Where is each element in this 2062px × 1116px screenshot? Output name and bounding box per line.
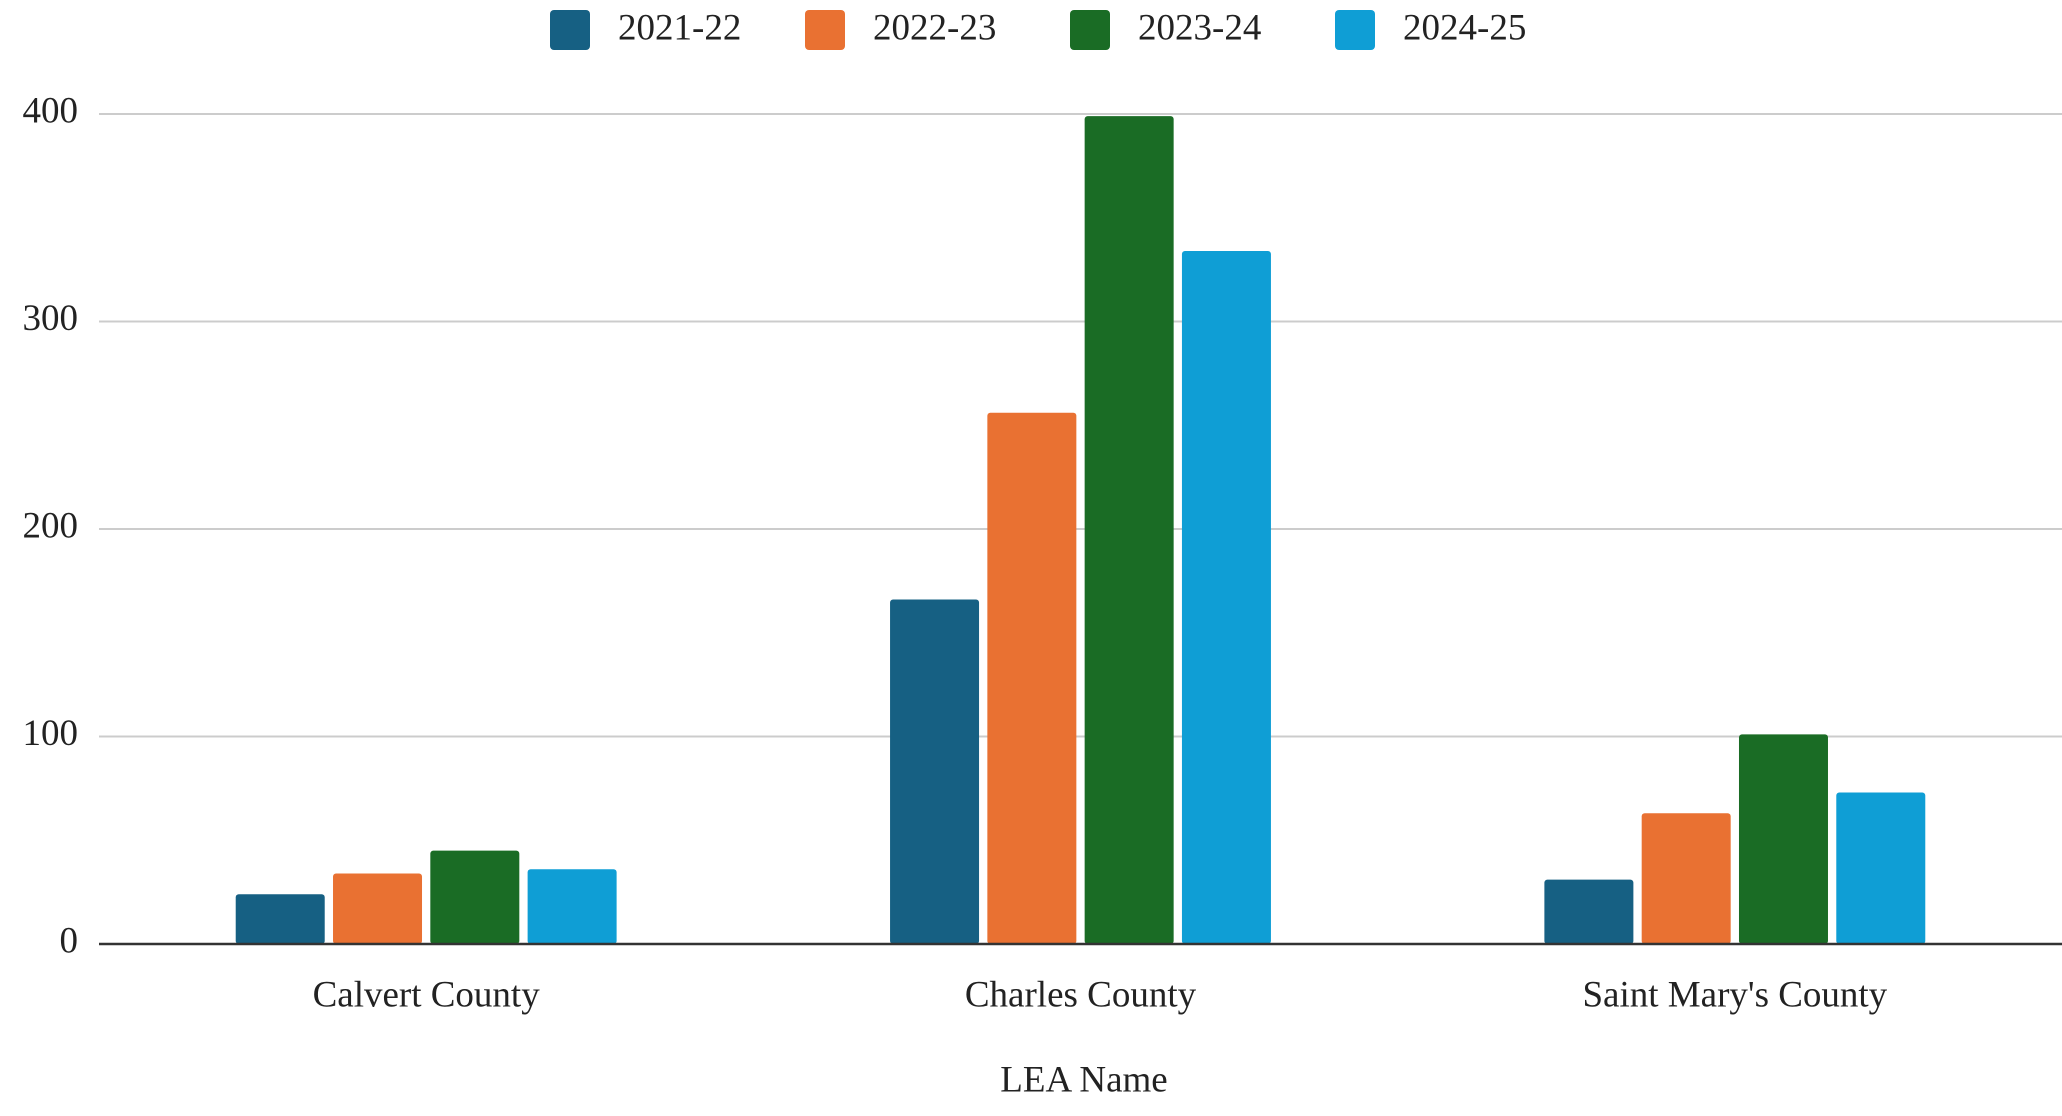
legend-label: 2022-23 (873, 7, 996, 48)
y-tick-label: 300 (23, 298, 79, 339)
bar (1738, 734, 1828, 944)
legend-swatch (550, 10, 590, 50)
bar (333, 873, 423, 944)
bar (1084, 116, 1174, 944)
legend-label: 2024-25 (1403, 7, 1526, 48)
legend-label: 2023-24 (1138, 7, 1261, 48)
legend-swatch (805, 10, 845, 50)
bar (235, 894, 325, 944)
x-tick-label: Saint Mary's County (1582, 974, 1887, 1015)
x-tick-label: Charles County (965, 974, 1197, 1015)
y-tick-label: 400 (23, 90, 79, 131)
bar (890, 599, 980, 944)
x-tick-label: Calvert County (313, 974, 541, 1015)
bar (1181, 250, 1271, 944)
bar (1544, 879, 1634, 944)
x-axis-title: LEA Name (1000, 1059, 1167, 1100)
legend-swatch (1070, 10, 1110, 50)
bar (527, 869, 617, 944)
y-tick-label: 100 (23, 713, 79, 754)
y-tick-label: 200 (23, 505, 79, 546)
bar (1641, 813, 1731, 944)
bar (987, 412, 1077, 944)
bar (1836, 792, 1926, 944)
legend-swatch (1335, 10, 1375, 50)
y-tick-label: 0 (60, 920, 79, 961)
bar (430, 850, 520, 944)
legend-label: 2021-22 (618, 7, 741, 48)
